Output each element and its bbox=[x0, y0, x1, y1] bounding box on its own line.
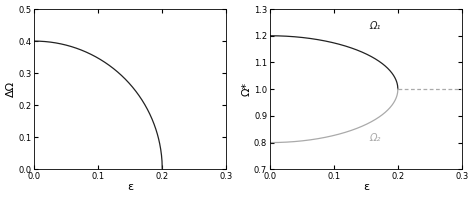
Text: Ω₁: Ω₁ bbox=[369, 21, 381, 31]
X-axis label: ε: ε bbox=[363, 182, 369, 192]
Y-axis label: Ω*: Ω* bbox=[241, 82, 251, 96]
Y-axis label: ΔΩ: ΔΩ bbox=[6, 81, 16, 97]
Text: Ω₂: Ω₂ bbox=[369, 133, 381, 143]
X-axis label: ε: ε bbox=[127, 182, 133, 192]
